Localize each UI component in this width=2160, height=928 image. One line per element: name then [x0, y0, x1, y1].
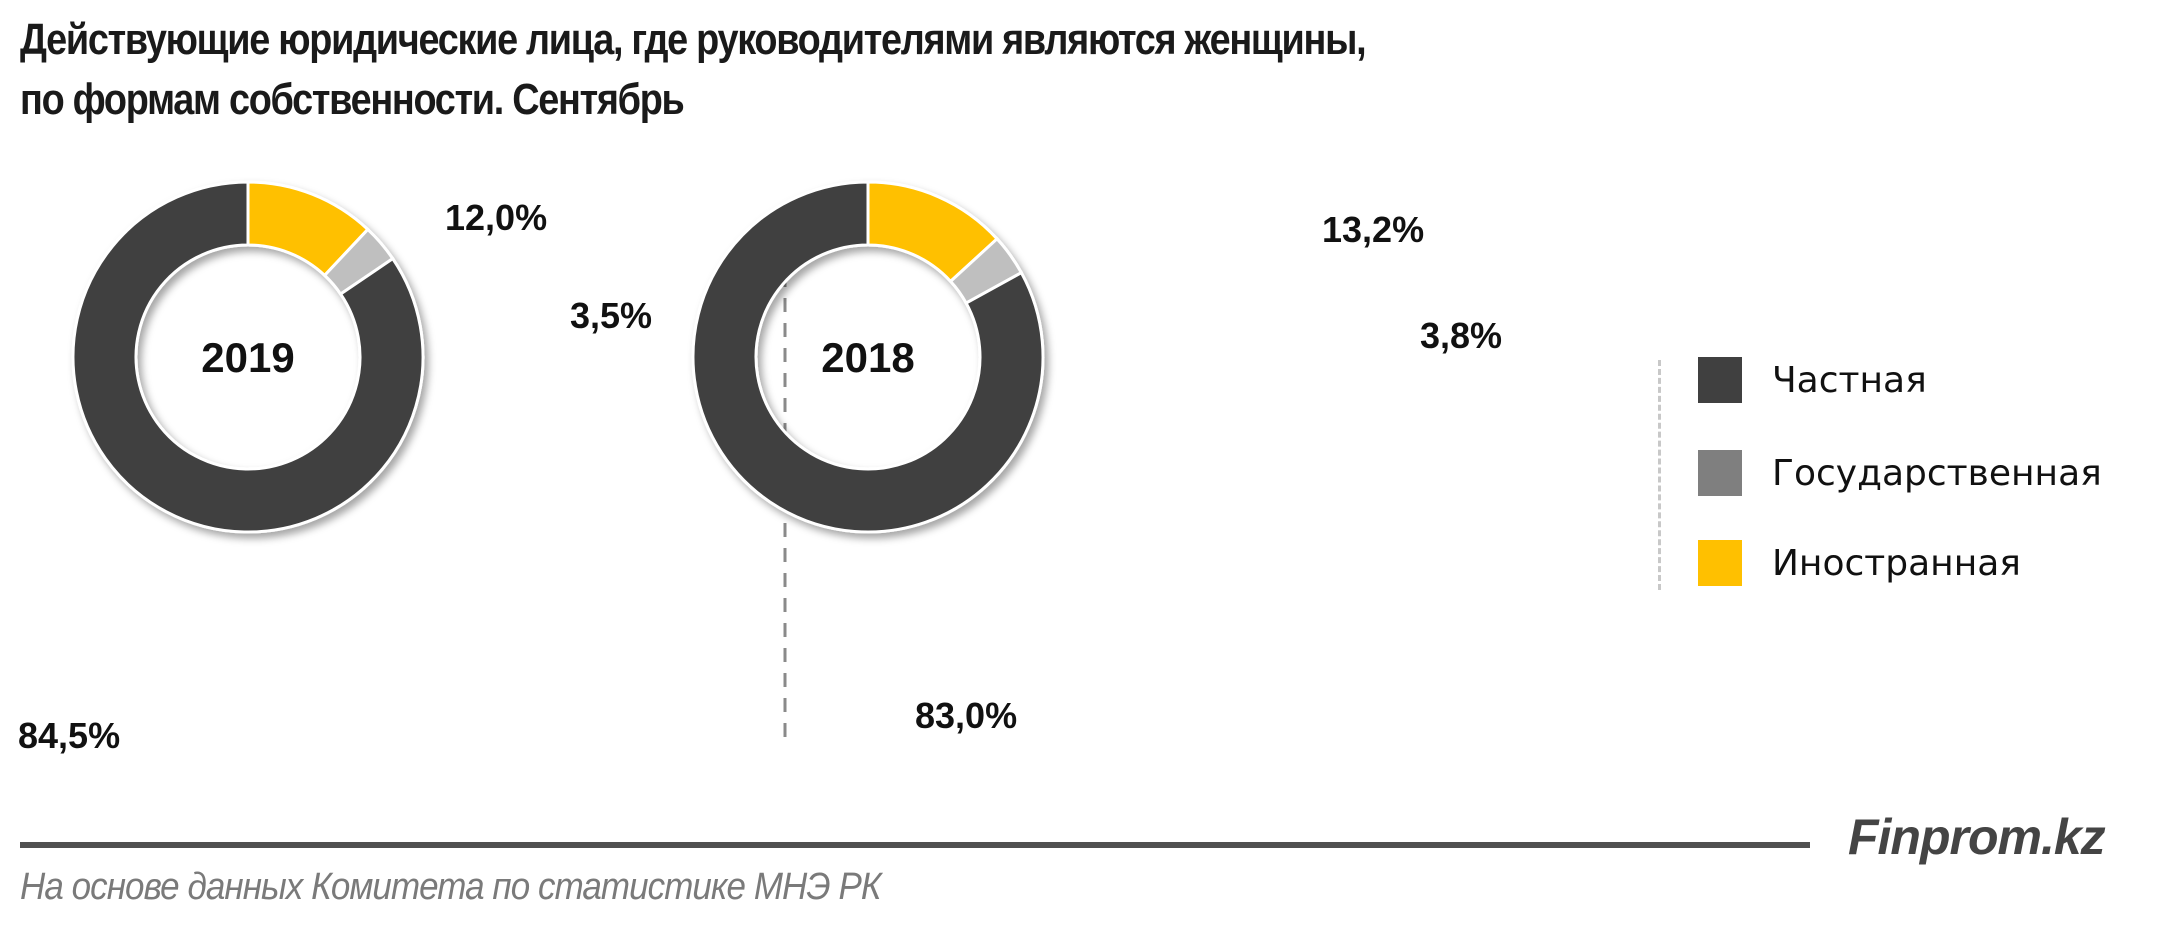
chart-title-line-2: по формам собственности. Сентябрь — [20, 75, 685, 124]
segment-2019-private — [71, 180, 425, 534]
legend-label-foreign: Иностранная — [1772, 542, 2021, 584]
legend-item-state: Государственная — [1698, 448, 2102, 498]
donut-2018 — [691, 180, 1045, 534]
donut-2019 — [71, 180, 425, 534]
legend-label-state: Государственная — [1772, 452, 2102, 494]
source-note: На основе данных Комитета по статистике … — [20, 866, 882, 908]
legend-swatch-state — [1698, 450, 1742, 496]
legend-swatch-foreign — [1698, 540, 1742, 586]
label-2019-private: 84,5% — [18, 715, 120, 756]
legend-divider — [1658, 360, 1661, 590]
legend-swatch-private — [1698, 357, 1742, 403]
label-2019-foreign: 12,0% — [445, 197, 547, 238]
legend-item-private: Частная — [1698, 355, 1927, 405]
legend-item-foreign: Иностранная — [1698, 538, 2021, 588]
label-2018-foreign: 13,2% — [1322, 209, 1424, 250]
brand-logo: Finprom.kz — [1848, 809, 2106, 865]
label-2018-private: 83,0% — [915, 695, 1017, 736]
label-2019-state: 3,5% — [570, 295, 652, 336]
legend-label-private: Частная — [1772, 359, 1927, 401]
donut-2018-center-label: 2018 — [821, 334, 914, 381]
donut-2019-center-label: 2019 — [201, 334, 294, 381]
chart-title-line-1: Действующие юридические лица, где руково… — [20, 15, 1367, 64]
segment-2018-private — [691, 180, 1045, 534]
label-2018-state: 3,8% — [1420, 315, 1502, 356]
footer-rule — [20, 842, 1810, 848]
chart-title: Действующие юридические лица, где руково… — [20, 10, 1367, 130]
